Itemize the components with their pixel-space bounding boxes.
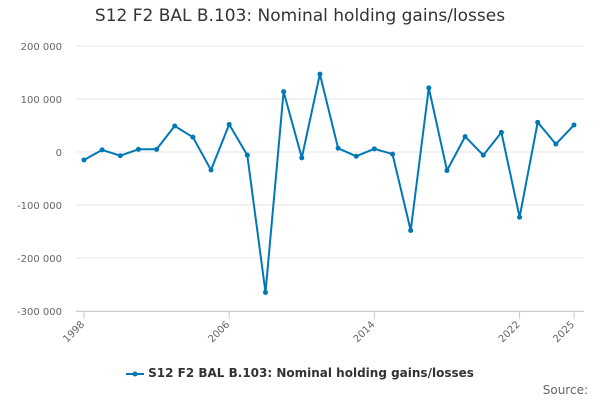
data-point[interactable] <box>262 289 268 295</box>
legend[interactable]: S12 F2 BAL B.103: Nominal holding gains/… <box>0 366 600 380</box>
legend-marker-icon <box>126 371 145 376</box>
y-tick-label: 100 000 <box>21 95 62 106</box>
data-point[interactable] <box>281 89 287 95</box>
x-tick-label: 1998 <box>61 319 87 345</box>
series-line <box>83 73 575 294</box>
x-tick-label: 2006 <box>207 319 233 345</box>
chart-title: S12 F2 BAL B.103: Nominal holding gains/… <box>94 6 506 26</box>
data-point[interactable] <box>317 71 323 77</box>
data-point[interactable] <box>99 147 105 153</box>
data-point[interactable] <box>553 141 559 147</box>
y-axis-ticks: 200 000 100 000 0 -100 000 -200 000 -300 000 <box>17 42 62 318</box>
data-point[interactable] <box>571 122 577 128</box>
legend-label: S12 F2 BAL B.103: Nominal holding gains/… <box>148 366 474 380</box>
data-point[interactable] <box>154 146 160 152</box>
data-point[interactable] <box>426 85 432 91</box>
data-point[interactable] <box>117 153 123 159</box>
data-point[interactable] <box>190 134 196 140</box>
y-tick-label: -300 000 <box>17 307 62 318</box>
series-layer <box>81 71 577 295</box>
x-tick-label: 2022 <box>497 319 523 345</box>
y-tick-label: -200 000 <box>17 254 62 265</box>
data-point[interactable] <box>81 157 87 163</box>
source-label: Source: <box>542 383 588 397</box>
data-point[interactable] <box>172 123 178 129</box>
data-point[interactable] <box>226 121 232 127</box>
data-point[interactable] <box>480 152 486 158</box>
data-point[interactable] <box>408 227 414 233</box>
y-tick-label: -100 000 <box>17 201 62 212</box>
x-tick-label: 2025 <box>551 319 577 345</box>
data-point[interactable] <box>517 214 523 220</box>
data-point[interactable] <box>335 145 341 151</box>
data-point[interactable] <box>444 168 450 174</box>
data-point[interactable] <box>353 153 359 159</box>
data-point[interactable] <box>299 155 305 161</box>
y-tick-label: 200 000 <box>21 42 62 53</box>
data-point[interactable] <box>390 151 396 157</box>
x-axis: 1998 2006 2014 2022 2025 <box>61 311 584 345</box>
data-point[interactable] <box>535 119 541 125</box>
data-point[interactable] <box>498 129 504 135</box>
gridlines <box>76 45 584 312</box>
x-tick-label: 2014 <box>352 319 378 345</box>
data-point[interactable] <box>135 146 141 152</box>
data-point[interactable] <box>244 152 250 158</box>
data-point[interactable] <box>371 146 377 152</box>
data-point[interactable] <box>208 167 214 173</box>
data-point[interactable] <box>462 134 468 140</box>
y-tick-label: 0 <box>56 148 62 159</box>
